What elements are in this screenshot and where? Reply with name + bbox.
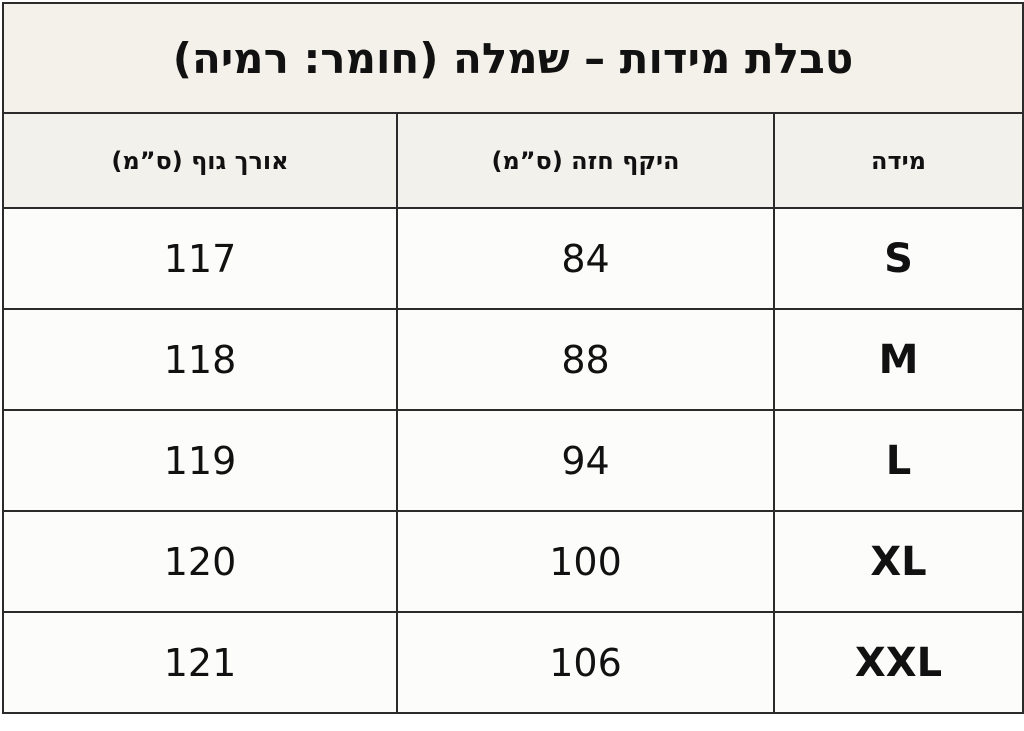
size-table: טבלת מידות – שמלה (חומר: רמיה) מידה היקף…	[2, 2, 1024, 714]
bust-cell: 106	[396, 611, 775, 714]
length-cell: 121	[2, 611, 398, 714]
table-row: XXL 106 121	[2, 611, 1024, 714]
table-title: טבלת מידות – שמלה (חומר: רמיה)	[2, 2, 1024, 114]
title-row: טבלת מידות – שמלה (חומר: רמיה)	[2, 2, 1024, 114]
length-cell: 119	[2, 409, 398, 512]
size-cell: XL	[773, 510, 1024, 613]
table-row: M 88 118	[2, 308, 1024, 411]
size-cell: XXL	[773, 611, 1024, 714]
length-cell: 118	[2, 308, 398, 411]
bust-cell: 88	[396, 308, 775, 411]
table-row: XL 100 120	[2, 510, 1024, 613]
length-cell: 120	[2, 510, 398, 613]
size-cell: L	[773, 409, 1024, 512]
bust-cell: 94	[396, 409, 775, 512]
table-row: S 84 117	[2, 207, 1024, 310]
header-row: מידה היקף חזה (ס”מ) אורך גוף (ס”מ)	[2, 112, 1024, 209]
column-header: מידה	[773, 112, 1024, 209]
table-row: L 94 119	[2, 409, 1024, 512]
size-cell: S	[773, 207, 1024, 310]
column-header: היקף חזה (ס”מ)	[396, 112, 775, 209]
column-header: אורך גוף (ס”מ)	[2, 112, 398, 209]
bust-cell: 84	[396, 207, 775, 310]
size-cell: M	[773, 308, 1024, 411]
bust-cell: 100	[396, 510, 775, 613]
length-cell: 117	[2, 207, 398, 310]
